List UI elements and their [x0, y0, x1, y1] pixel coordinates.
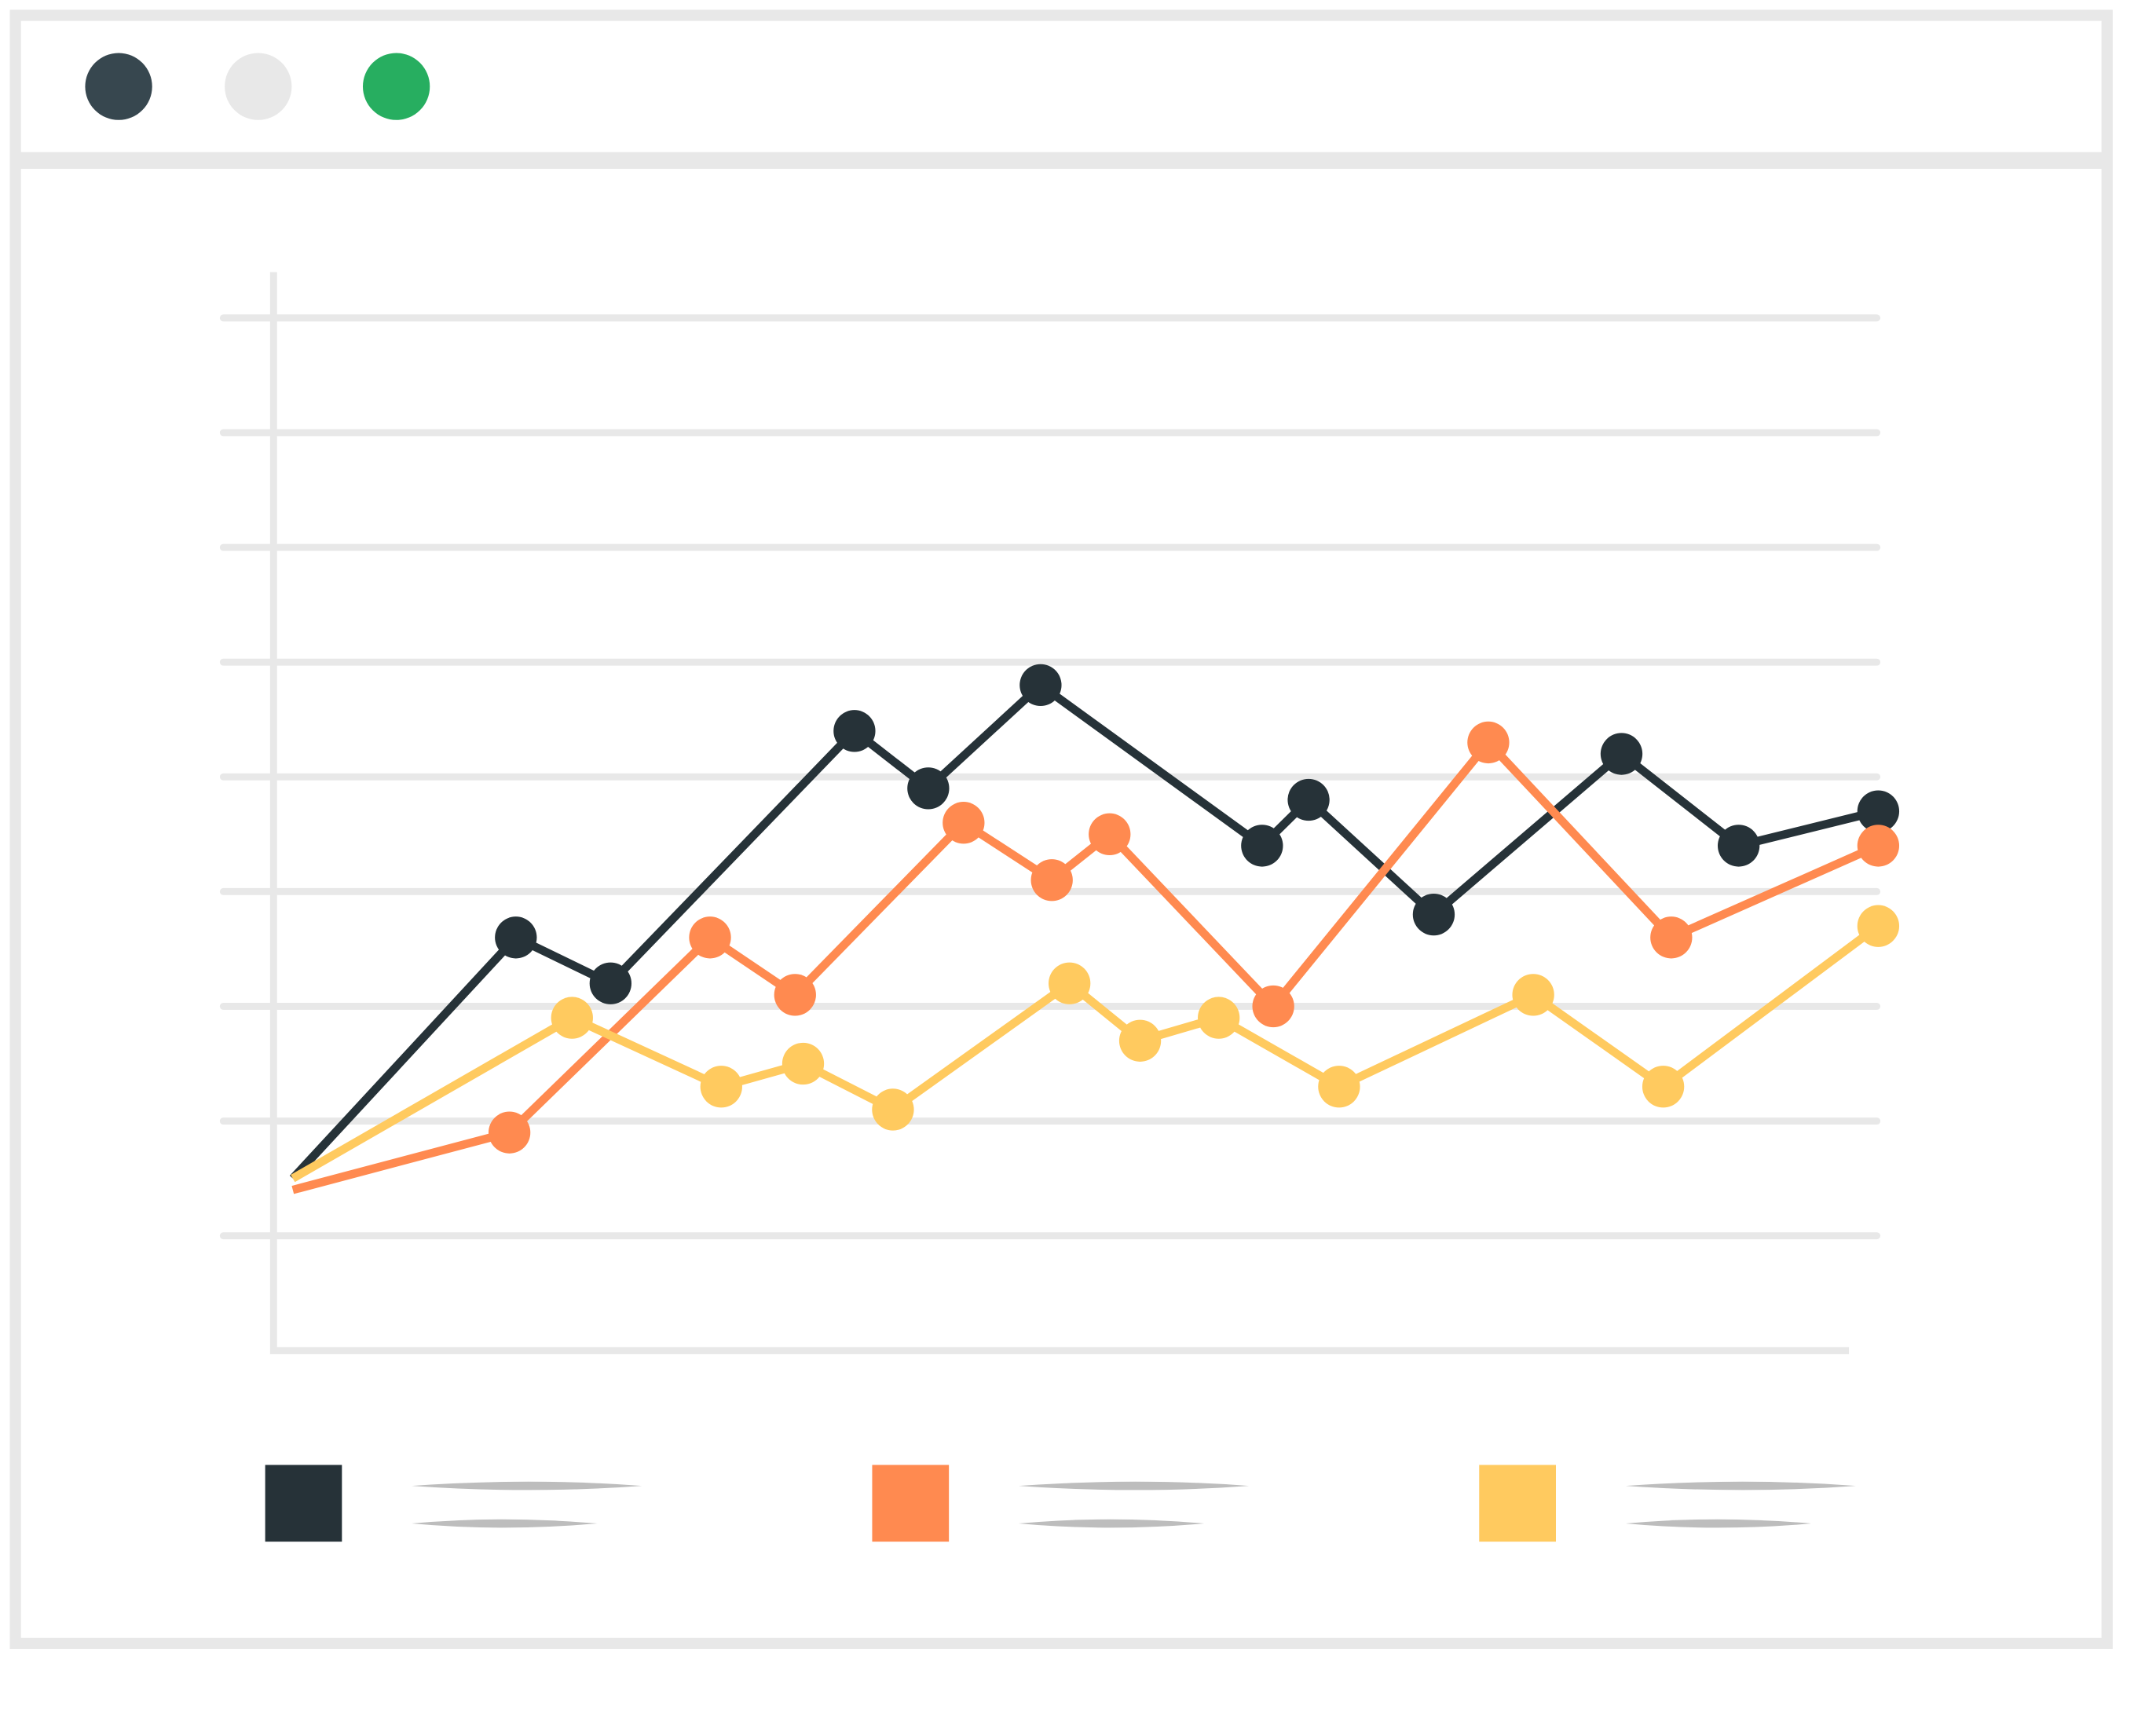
- legend-swatch: [872, 1465, 950, 1542]
- window-button[interactable]: [225, 53, 292, 120]
- data-point: [1642, 1066, 1685, 1108]
- legend-placeholder: [1625, 1519, 1812, 1528]
- legend-placeholder: [1018, 1519, 1205, 1528]
- data-point: [1118, 1019, 1162, 1062]
- axis: [269, 272, 1850, 1355]
- legend-placeholder: [412, 1481, 642, 1490]
- data-point: [872, 1088, 914, 1131]
- window-button[interactable]: [362, 53, 430, 120]
- data-point: [1857, 825, 1900, 867]
- legend: [265, 1465, 1856, 1542]
- data-point: [551, 997, 593, 1039]
- data-point: [1650, 916, 1693, 959]
- data-point: [1857, 905, 1900, 947]
- data-point: [1717, 825, 1760, 867]
- legend-placeholder: [1625, 1481, 1856, 1490]
- legend-placeholder: [1018, 1481, 1250, 1490]
- window-button[interactable]: [85, 53, 152, 120]
- data-point: [1467, 721, 1510, 764]
- data-point: [1412, 893, 1455, 936]
- data-point: [1089, 813, 1131, 855]
- legend-swatch: [265, 1465, 342, 1542]
- data-point: [495, 916, 537, 959]
- data-point: [1241, 825, 1283, 867]
- window-frame: [9, 9, 2113, 1649]
- legend-swatch: [1479, 1465, 1556, 1542]
- series-line: [291, 922, 1881, 1183]
- data-point: [1857, 790, 1900, 832]
- legend-placeholder: [412, 1519, 598, 1528]
- data-point: [589, 962, 631, 1004]
- data-point: [943, 802, 985, 844]
- title-bar-divider: [15, 152, 2107, 169]
- data-point: [1600, 733, 1643, 775]
- data-point: [1019, 664, 1062, 707]
- data-point: [1252, 985, 1294, 1028]
- data-point: [1030, 859, 1073, 902]
- data-point: [488, 1111, 531, 1154]
- data-point: [1318, 1066, 1360, 1108]
- data-point: [1049, 962, 1091, 1004]
- data-point: [700, 1066, 742, 1108]
- data-point: [1287, 778, 1330, 821]
- data-point: [1198, 997, 1240, 1039]
- data-point: [833, 710, 876, 752]
- data-point: [782, 1042, 825, 1085]
- data-point: [774, 974, 816, 1016]
- data-point: [1512, 974, 1554, 1016]
- data-point: [907, 767, 950, 810]
- data-point: [689, 916, 731, 959]
